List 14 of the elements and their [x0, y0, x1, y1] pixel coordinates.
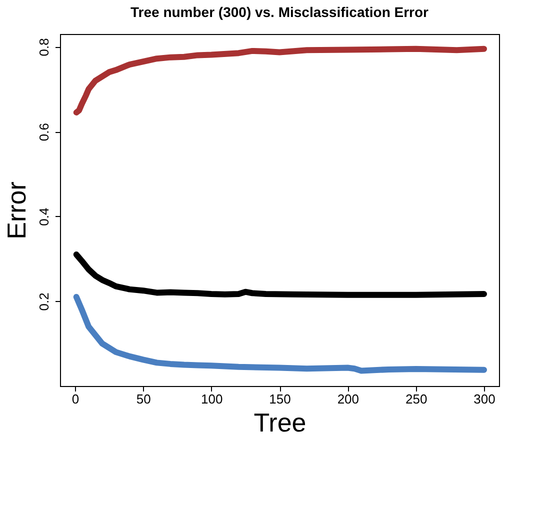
y-tick-label: 0.6: [36, 123, 52, 142]
y-tick-label: 0.4: [36, 208, 52, 226]
x-tick-label: 150: [269, 392, 291, 406]
y-tick-label: 0.8: [36, 38, 52, 56]
x-tick-label: 300: [474, 392, 496, 406]
x-tick-label: 100: [200, 392, 223, 406]
chart-title: Tree number (300) vs. Misclassification Error: [130, 4, 430, 20]
x-tick-label: 250: [405, 392, 428, 406]
y-axis-title: Error: [2, 181, 32, 240]
x-tick-label: 0: [72, 392, 80, 406]
x-tick-label: 50: [136, 392, 151, 406]
x-axis-title: Tree: [254, 408, 306, 438]
y-tick-label: 0.2: [36, 292, 52, 311]
x-tick-label: 200: [337, 392, 360, 406]
